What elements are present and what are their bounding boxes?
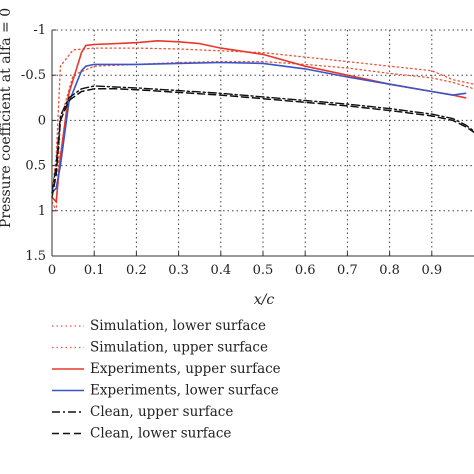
- x-tick-labels: 0 0.1 0.2 0.3 0.4 0.5 0.6 0.7 0.8 0.9: [48, 252, 442, 278]
- y-tick-label: -0.5: [21, 68, 46, 83]
- x-axis-label: x/c: [254, 292, 275, 308]
- legend-label: Experiments, lower surface: [90, 383, 279, 399]
- legend-label: Experiments, upper surface: [90, 361, 281, 377]
- y-tick-label: -1: [33, 23, 46, 38]
- y-tick-label: 0: [38, 113, 46, 128]
- y-tick-labels: -1 -0.5 0 0.5 1 1.5: [21, 23, 56, 264]
- y-tick-label: 1: [38, 204, 46, 219]
- legend-label: Simulation, upper surface: [90, 340, 268, 356]
- series-lines: [51, 39, 474, 212]
- x-tick-label: 0: [48, 263, 56, 278]
- x-tick-label: 0.6: [295, 263, 316, 278]
- y-tick-label: 0.5: [25, 159, 46, 174]
- series-line-1: [51, 60, 474, 212]
- legend-label: Clean, upper surface: [90, 404, 233, 420]
- legend: Simulation, lower surface Simulation, upp…: [52, 318, 281, 442]
- x-tick-label: 0.3: [168, 263, 189, 278]
- y-tick-label: 1.5: [25, 249, 46, 264]
- series-line-5: [51, 85, 474, 194]
- y-axis-label: Pressure coefficient at alfa = 0: [0, 8, 14, 228]
- x-tick-label: 0.7: [337, 263, 358, 278]
- x-tick-label: 0.2: [126, 263, 147, 278]
- x-tick-label: 0.8: [379, 263, 400, 278]
- x-tick-label: 0.1: [84, 263, 105, 278]
- legend-label: Simulation, lower surface: [90, 318, 266, 334]
- series-line-4: [51, 61, 467, 194]
- legend-label: Clean, lower surface: [90, 426, 231, 442]
- x-tick-label: 0.9: [421, 263, 442, 278]
- x-tick-label: 0.5: [253, 263, 274, 278]
- grid-lines: [52, 29, 474, 257]
- series-line-6: [51, 88, 474, 198]
- x-tick-label: 0.4: [210, 263, 231, 278]
